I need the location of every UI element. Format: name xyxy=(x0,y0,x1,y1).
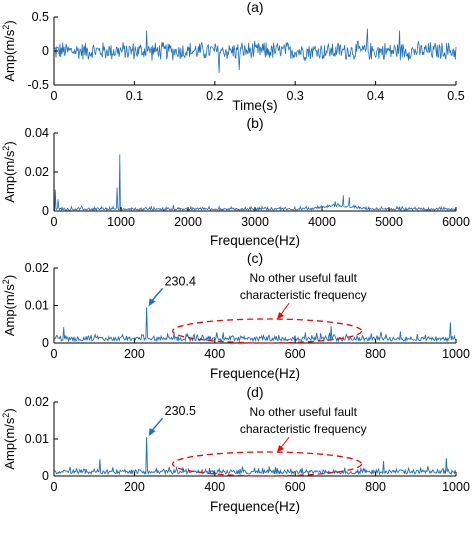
y-tick-label: 0 xyxy=(42,469,49,483)
y-axis-label: Amp(m/s2) xyxy=(1,20,17,81)
y-tick-label: 0 xyxy=(42,336,49,350)
x-tick-label: 2000 xyxy=(174,215,202,229)
panel-label: (c) xyxy=(247,250,263,266)
x-tick-label: 3000 xyxy=(241,215,269,229)
chart-panel-3: (c) 0 200 400 600 800 1000 0 0.01 0.02 Frequence(H… xyxy=(1,250,470,381)
y-axis-label-sup: 2 xyxy=(1,279,11,284)
annotation-text-line2: characteristic frequency xyxy=(240,422,367,436)
y-axis-label-text: Amp(m/s xyxy=(2,284,17,337)
x-tick-label: 4000 xyxy=(308,215,336,229)
x-tick-label: 400 xyxy=(204,347,225,361)
signal-series xyxy=(53,307,457,343)
x-tick-label: 400 xyxy=(204,480,225,494)
y-axis-label-end: ) xyxy=(2,141,17,145)
y-axis-label-text: Amp(m/s xyxy=(2,417,17,470)
y-tick-label: 0 xyxy=(42,204,49,218)
x-tick-label: 0.5 xyxy=(447,89,464,103)
annotation-text-line2: characteristic frequency xyxy=(240,288,367,302)
x-axis-label: Frequence(Hz) xyxy=(210,499,300,514)
panel-label: (d) xyxy=(246,384,263,400)
chart-panel-1: (a)0 0.1 0.2 0.3 0.4 0.5-0.500.5Time(s)Amp(m/… xyxy=(1,0,465,113)
y-tick-label: 0.04 xyxy=(25,126,49,140)
x-axis-label: Time(s) xyxy=(232,98,277,113)
signal-series xyxy=(53,28,457,73)
y-tick-label: 0.01 xyxy=(25,299,49,313)
y-tick-label: 0.02 xyxy=(25,395,49,409)
annotation-arrow-head xyxy=(277,312,285,319)
y-axis-label-end: ) xyxy=(2,408,17,412)
annotation-text-line1: No other useful fault xyxy=(250,405,358,419)
signal-series xyxy=(53,154,457,212)
panel-label: (b) xyxy=(246,115,263,131)
y-axis-label-end: ) xyxy=(2,275,17,279)
y-tick-label: 0 xyxy=(42,44,49,58)
x-tick-label: 1000 xyxy=(442,480,470,494)
panel-label: (a) xyxy=(246,0,263,15)
y-axis-label-sup: 2 xyxy=(1,413,11,418)
y-axis-label-text: Amp(m/s xyxy=(2,29,17,82)
y-tick-label: 0.02 xyxy=(25,261,49,275)
y-axis-label-text: Amp(m/s xyxy=(2,150,17,203)
peak-label: 230.5 xyxy=(165,404,196,418)
peak-label: 230.4 xyxy=(165,274,196,288)
x-tick-label: 200 xyxy=(124,347,145,361)
x-tick-label: 0 xyxy=(51,480,58,494)
x-axis-label: Frequence(Hz) xyxy=(210,233,300,248)
x-tick-label: 0 xyxy=(51,347,58,361)
annotation-arrow-head xyxy=(277,445,285,452)
x-tick-label: 0.2 xyxy=(206,89,223,103)
x-tick-label: 200 xyxy=(124,480,145,494)
y-tick-label: -0.5 xyxy=(27,78,49,92)
y-axis-label-sup: 2 xyxy=(1,146,11,151)
chart-panel-2: (b) 0 1000 2000 3000 4000 5000 6000 0 0.02 0.04 Fre… xyxy=(1,115,470,248)
peak-arrow-head xyxy=(148,428,156,437)
x-tick-label: 800 xyxy=(365,347,386,361)
y-tick-label: 0.5 xyxy=(32,10,49,24)
x-tick-label: 1000 xyxy=(107,215,135,229)
x-tick-label: 1000 xyxy=(442,347,470,361)
y-axis-label-end: ) xyxy=(2,20,17,24)
annotation-ellipse xyxy=(171,318,363,344)
y-tick-label: 0.01 xyxy=(25,432,49,446)
x-tick-label: 600 xyxy=(285,480,306,494)
x-tick-label: 600 xyxy=(285,347,306,361)
peak-arrow-head xyxy=(148,298,156,307)
y-axis-label-sup: 2 xyxy=(1,25,11,30)
annotation-text-line1: No other useful fault xyxy=(250,271,358,285)
chart-panel-4: (d) 0 200 400 600 800 1000 0 0.01 0.02 Frequence(H… xyxy=(1,384,470,514)
x-tick-label: 0.4 xyxy=(367,89,384,103)
x-tick-label: 800 xyxy=(365,480,386,494)
x-axis-label: Frequence(Hz) xyxy=(210,366,300,381)
y-axis-label: Amp(m/s2) xyxy=(1,408,17,469)
x-tick-label: 5000 xyxy=(375,215,403,229)
y-axis-label: Amp(m/s2) xyxy=(1,141,17,202)
x-tick-label: 0 xyxy=(51,215,58,229)
signal-series xyxy=(53,437,457,476)
y-axis-label: Amp(m/s2) xyxy=(1,275,17,336)
x-tick-label: 0 xyxy=(51,89,58,103)
x-tick-label: 0.1 xyxy=(126,89,143,103)
x-tick-label: 0.3 xyxy=(287,89,304,103)
y-tick-label: 0.02 xyxy=(25,165,49,179)
annotation-ellipse xyxy=(171,451,363,477)
x-tick-label: 6000 xyxy=(442,215,470,229)
